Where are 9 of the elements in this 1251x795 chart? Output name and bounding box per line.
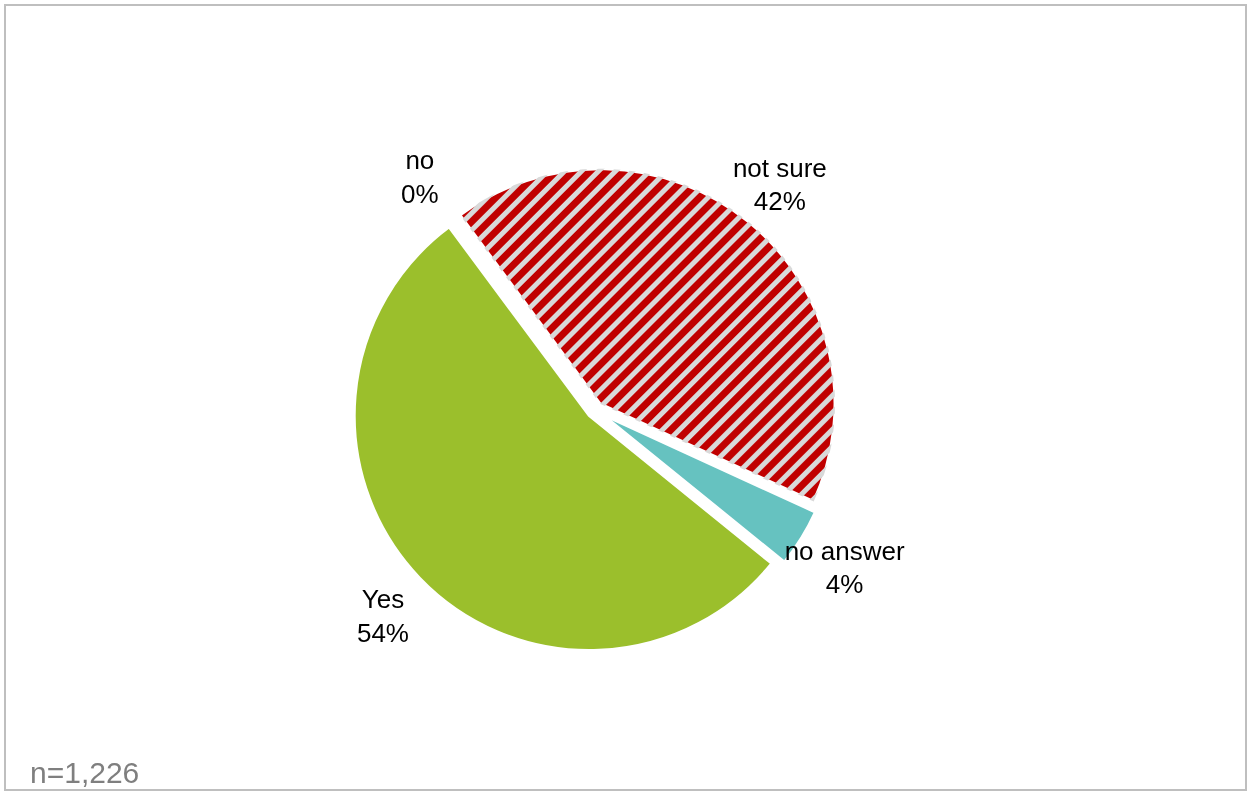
text: 0%	[401, 178, 439, 209]
data-label: 54%	[356, 617, 410, 648]
data-label: 42%	[753, 186, 806, 217]
category-label: no	[405, 144, 435, 175]
slice-label: Yes	[361, 584, 405, 615]
slice-label: not sure	[732, 152, 827, 183]
text: n=1,226	[30, 756, 140, 789]
slice-label: no answer	[784, 535, 905, 566]
data-label: 4%	[825, 569, 864, 600]
